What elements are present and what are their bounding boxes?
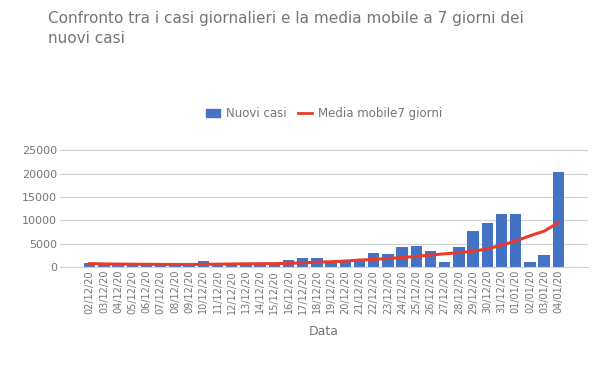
Bar	[538, 256, 550, 267]
Bar	[254, 263, 266, 267]
Bar	[98, 265, 110, 267]
Bar	[496, 214, 507, 267]
Bar	[141, 265, 152, 267]
Bar	[155, 265, 166, 267]
Bar	[226, 264, 238, 267]
X-axis label: Data: Data	[309, 325, 339, 338]
Bar	[340, 260, 351, 267]
Text: Confronto tra i casi giornalieri e la media mobile a 7 giorni dei
nuovi casi: Confronto tra i casi giornalieri e la me…	[48, 11, 524, 46]
Bar	[325, 261, 337, 267]
Bar	[553, 172, 564, 267]
Bar	[439, 262, 451, 267]
Bar	[212, 264, 223, 267]
Bar	[297, 258, 308, 267]
Bar	[397, 247, 408, 267]
Bar	[524, 262, 536, 267]
Bar	[311, 258, 323, 267]
Bar	[283, 260, 294, 267]
Bar	[354, 259, 365, 267]
Bar	[368, 253, 379, 267]
Bar	[84, 263, 95, 267]
Bar	[382, 254, 394, 267]
Bar	[240, 264, 251, 267]
Bar	[453, 247, 464, 267]
Legend: Nuovi casi, Media mobile7 giorni: Nuovi casi, Media mobile7 giorni	[201, 103, 447, 125]
Bar	[197, 260, 209, 267]
Bar	[112, 265, 124, 267]
Bar	[482, 223, 493, 267]
Bar	[127, 265, 138, 267]
Bar	[425, 251, 436, 267]
Bar	[410, 246, 422, 267]
Bar	[467, 231, 479, 267]
Bar	[169, 265, 181, 267]
Bar	[510, 214, 521, 267]
Bar	[269, 263, 280, 267]
Bar	[184, 264, 195, 267]
